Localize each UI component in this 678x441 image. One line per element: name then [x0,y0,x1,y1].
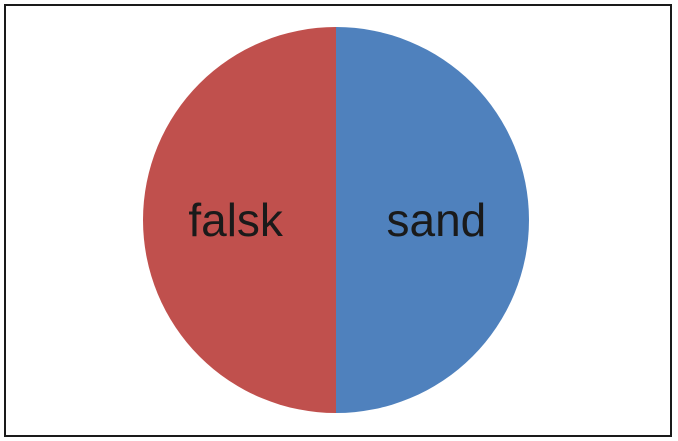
pie-slice-sand [336,27,529,413]
pie-slice-falsk [143,27,336,413]
pie-label-sand: sand [386,194,486,246]
pie-labels: sand falsk [188,194,486,246]
pie-slices [143,27,529,413]
pie-label-falsk: falsk [188,194,284,246]
